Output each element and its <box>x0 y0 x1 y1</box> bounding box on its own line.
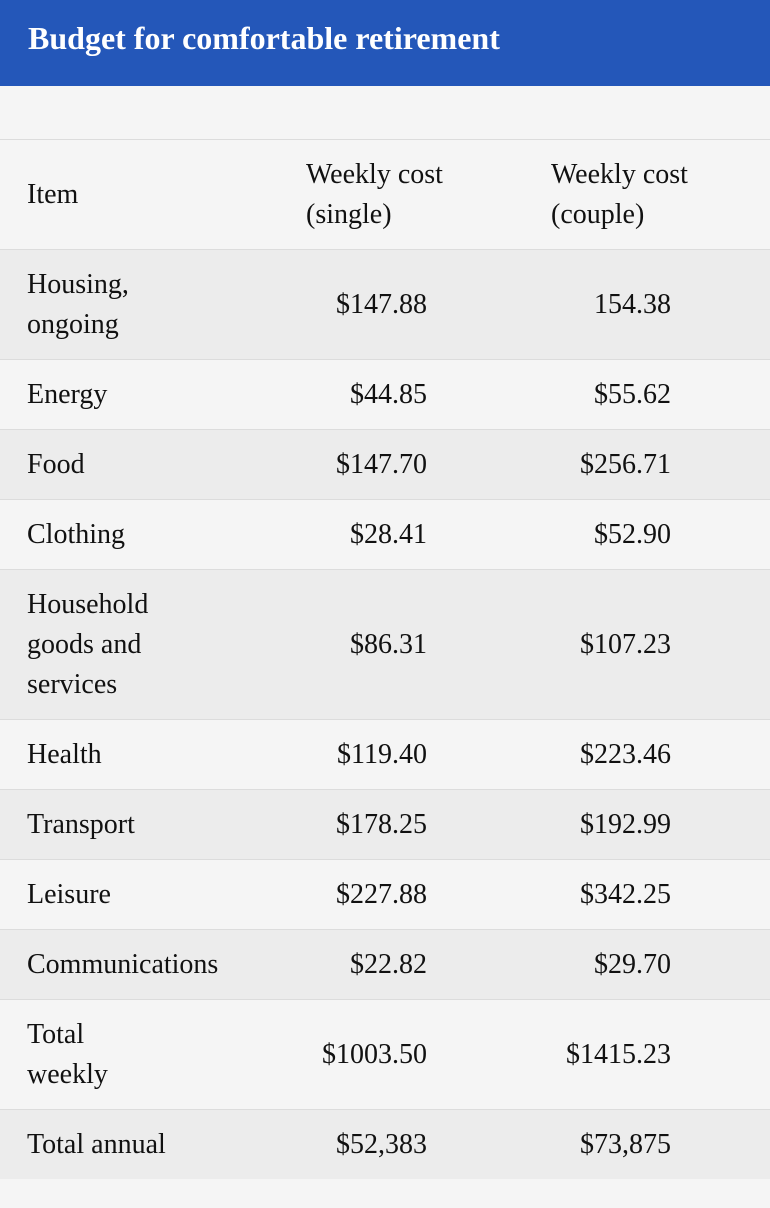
table-body: Housing, ongoing $147.88 154.38 Energy $44.8… <box>0 249 770 1179</box>
budget-table: Item Weekly cost (single) Weekly cost (cou… <box>0 139 770 1179</box>
table-row: Total annual $52,383 $73,875 <box>0 1109 770 1179</box>
cost-cell: $227.88 <box>270 859 515 930</box>
item-cell: Health <box>0 719 270 790</box>
item-cell: Total weekly <box>0 999 270 1110</box>
cost-cell: $1003.50 <box>270 999 515 1110</box>
spacer <box>0 86 770 139</box>
table-row: Energy $44.85 $55.62 <box>0 359 770 430</box>
cost-cell: 154.38 <box>515 249 770 360</box>
item-cell: Leisure <box>0 859 270 930</box>
cost-cell: $52.90 <box>515 499 770 570</box>
table-row: Clothing $28.41 $52.90 <box>0 499 770 570</box>
cost-cell: $22.82 <box>270 929 515 1000</box>
cost-cell: $119.40 <box>270 719 515 790</box>
table-row: Food $147.70 $256.71 <box>0 429 770 500</box>
cost-cell: $147.88 <box>270 249 515 360</box>
cost-cell: $52,383 <box>270 1109 515 1179</box>
cost-cell: $192.99 <box>515 789 770 860</box>
item-cell: Food <box>0 429 270 500</box>
table-row: Health $119.40 $223.46 <box>0 719 770 790</box>
header-row: Item Weekly cost (single) Weekly cost (cou… <box>0 139 770 250</box>
title: Budget for comfortable retirement <box>28 20 500 56</box>
table-head: Item Weekly cost (single) Weekly cost (cou… <box>0 139 770 250</box>
cost-cell: $107.23 <box>515 569 770 720</box>
cost-cell: $28.41 <box>270 499 515 570</box>
cost-cell: $342.25 <box>515 859 770 930</box>
cost-cell: $73,875 <box>515 1109 770 1179</box>
cost-cell: $256.71 <box>515 429 770 500</box>
item-cell: Housing, ongoing <box>0 249 270 360</box>
item-cell: Household goods and services <box>0 569 270 720</box>
table-row: Transport $178.25 $192.99 <box>0 789 770 860</box>
cost-cell: $44.85 <box>270 359 515 430</box>
table-row: Leisure $227.88 $342.25 <box>0 859 770 930</box>
cost-cell: $55.62 <box>515 359 770 430</box>
cost-cell: $1415.23 <box>515 999 770 1110</box>
item-cell: Energy <box>0 359 270 430</box>
item-cell: Communications <box>0 929 270 1000</box>
cost-cell: $178.25 <box>270 789 515 860</box>
column-header: Weekly cost (single) <box>270 139 515 250</box>
item-cell: Clothing <box>0 499 270 570</box>
table-row: Total weekly $1003.50 $1415.23 <box>0 999 770 1110</box>
cost-cell: $147.70 <box>270 429 515 500</box>
column-header: Item <box>0 139 270 250</box>
column-header: Weekly cost (couple) <box>515 139 770 250</box>
table-row: Household goods and services $86.31 $107.2… <box>0 569 770 720</box>
cost-cell: $223.46 <box>515 719 770 790</box>
item-cell: Transport <box>0 789 270 860</box>
cost-cell: $86.31 <box>270 569 515 720</box>
item-cell: Total annual <box>0 1109 270 1179</box>
table-row: Housing, ongoing $147.88 154.38 <box>0 249 770 360</box>
title-bar: Budget for comfortable retirement <box>0 0 770 86</box>
table-row: Communications $22.82 $29.70 <box>0 929 770 1000</box>
cost-cell: $29.70 <box>515 929 770 1000</box>
